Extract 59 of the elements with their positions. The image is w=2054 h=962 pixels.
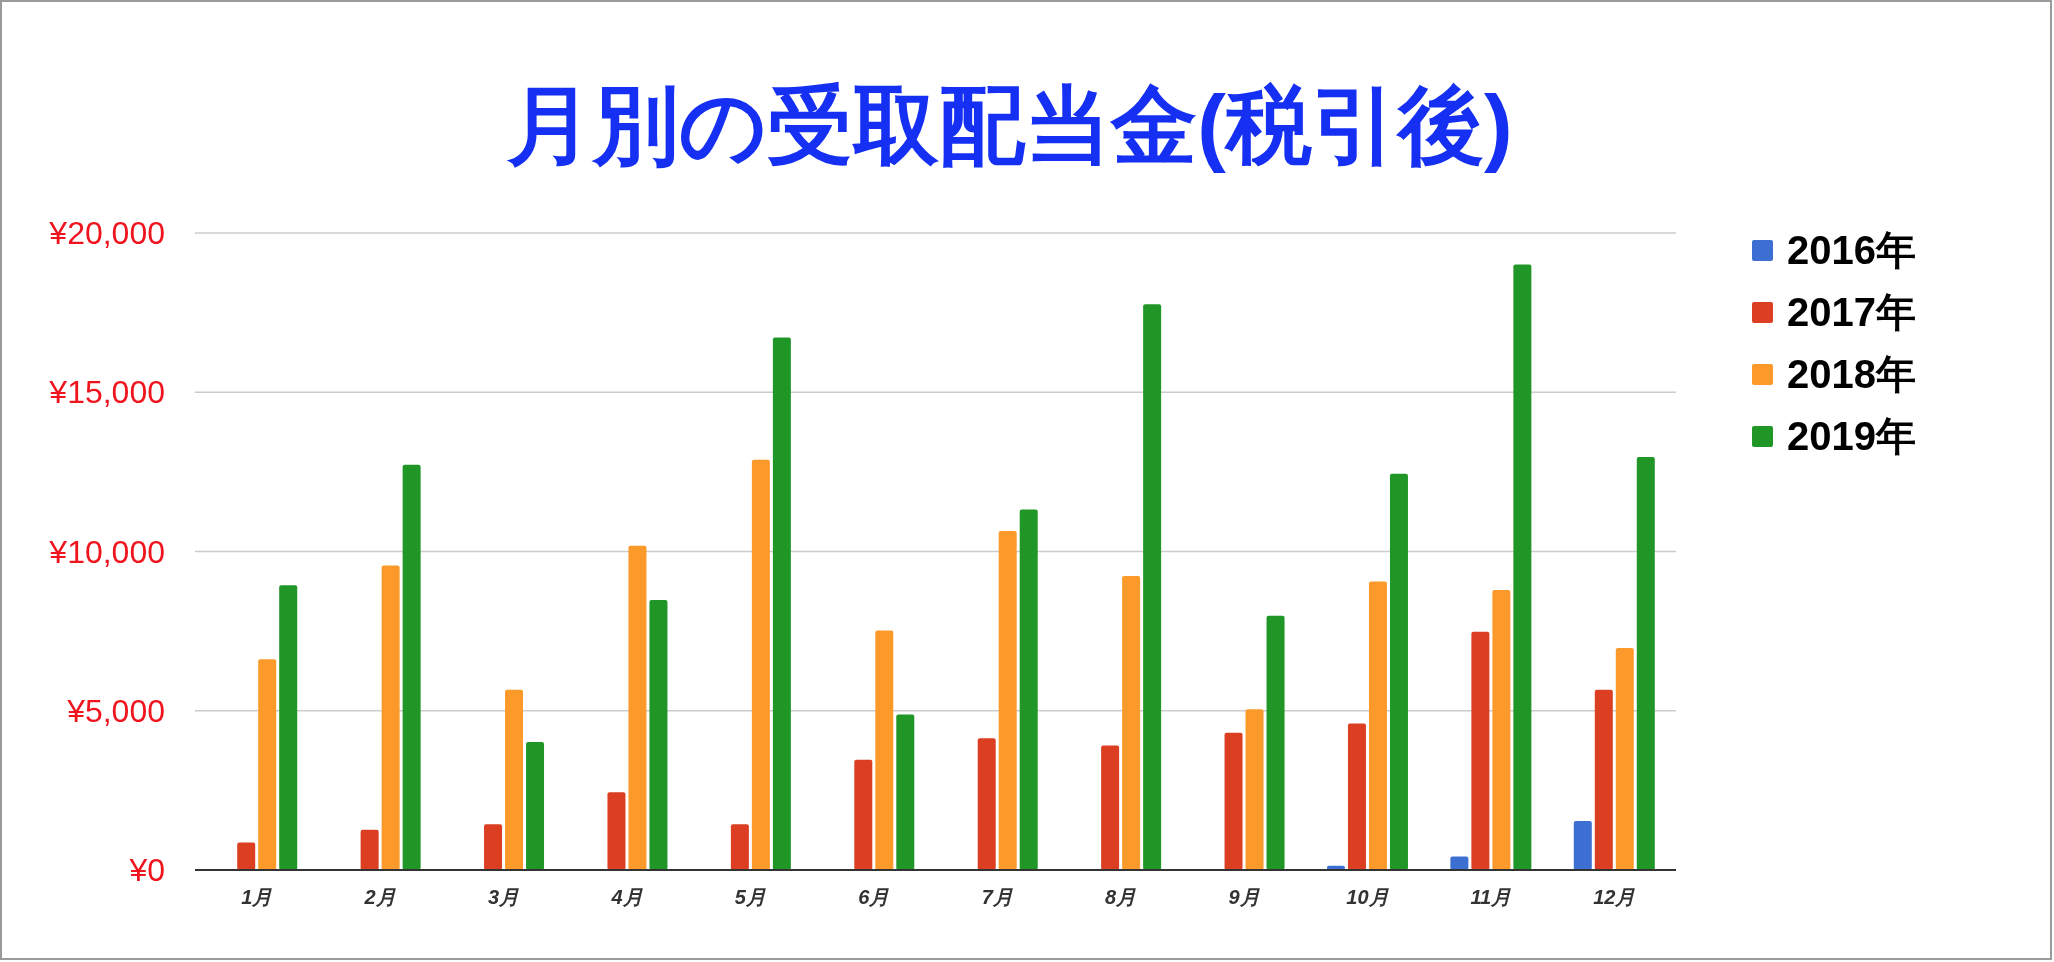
bar: [505, 689, 524, 870]
bar: [1245, 709, 1264, 870]
bar: [526, 741, 545, 870]
bar: [258, 659, 277, 870]
bar: [998, 531, 1017, 870]
x-tick-label: 7月: [981, 886, 1013, 908]
bar: [1471, 631, 1490, 870]
bar: [1594, 689, 1613, 870]
legend-label: 2018年: [1787, 352, 1916, 396]
chart-title: 月別の受取配当金(税引後): [506, 77, 1513, 173]
bar: [977, 738, 996, 870]
bar: [1019, 509, 1038, 870]
bar: [1101, 745, 1120, 870]
y-tick-label: ¥10,000: [48, 533, 165, 570]
bar: [402, 464, 421, 870]
x-tick-label: 2月: [363, 886, 396, 908]
y-tick-label: ¥20,000: [48, 215, 165, 251]
x-tick-label: 1月: [241, 886, 273, 908]
legend-label: 2016年: [1787, 228, 1916, 272]
bar: [1573, 820, 1592, 870]
bar: [854, 759, 873, 870]
x-tick-label: 9月: [1228, 886, 1260, 908]
bar: [607, 792, 626, 870]
bar: [1224, 732, 1243, 870]
x-tick-label: 6月: [858, 886, 890, 908]
bar: [730, 824, 749, 870]
legend-label: 2017年: [1787, 290, 1916, 334]
bar: [896, 714, 915, 870]
x-tick-label: 3月: [487, 886, 520, 908]
bar: [484, 824, 503, 870]
x-tick-label: 11月: [1470, 886, 1512, 908]
bar: [1347, 723, 1366, 870]
y-tick-label: ¥0: [128, 852, 165, 888]
bar: [1122, 576, 1141, 870]
y-tick-label: ¥5,000: [66, 692, 165, 729]
bar: [237, 842, 256, 870]
bar: [1492, 590, 1511, 870]
bar: [279, 585, 298, 870]
bar: [381, 565, 400, 870]
bar: [628, 545, 647, 870]
x-tick-label: 8月: [1105, 886, 1137, 908]
x-tick-label: 5月: [734, 886, 766, 908]
bar: [1368, 581, 1387, 870]
bar: [772, 337, 791, 870]
bar: [1615, 648, 1634, 870]
bar: [360, 829, 379, 870]
x-tick-label: 10月: [1346, 886, 1389, 908]
x-tick-label: 4月: [610, 886, 643, 908]
bar: [751, 459, 770, 870]
y-tick-label: ¥15,000: [48, 374, 165, 411]
bar: [1636, 456, 1655, 870]
bar: [1143, 304, 1162, 870]
bar: [875, 630, 894, 870]
bar: [1266, 615, 1285, 870]
x-tick-label: 12月: [1593, 886, 1636, 908]
legend-label: 2019年: [1787, 414, 1916, 458]
bar: [1513, 264, 1532, 870]
bar: [1389, 473, 1408, 870]
bar: [649, 599, 668, 870]
